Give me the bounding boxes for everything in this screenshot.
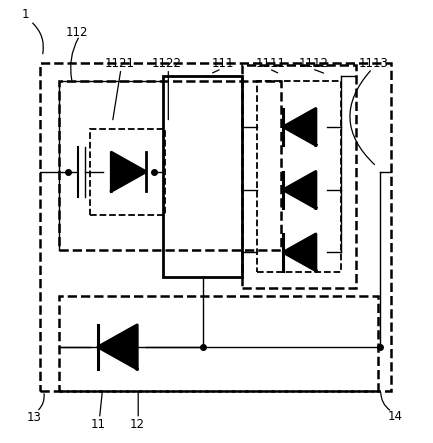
Text: 12: 12 bbox=[129, 418, 145, 431]
Bar bbox=[163, 76, 242, 276]
Text: 1111: 1111 bbox=[255, 58, 285, 70]
Text: 1122: 1122 bbox=[152, 58, 182, 70]
Text: 13: 13 bbox=[26, 411, 41, 424]
Text: 1: 1 bbox=[21, 8, 29, 21]
Bar bbox=[90, 129, 165, 215]
Polygon shape bbox=[98, 325, 137, 369]
Polygon shape bbox=[283, 109, 316, 145]
Text: 1112: 1112 bbox=[298, 58, 328, 70]
Text: 1113: 1113 bbox=[359, 58, 388, 70]
Text: 14: 14 bbox=[388, 410, 403, 423]
Text: 111: 111 bbox=[212, 58, 234, 70]
Text: 112: 112 bbox=[65, 26, 88, 39]
Polygon shape bbox=[283, 234, 316, 271]
Polygon shape bbox=[283, 171, 316, 208]
Text: 1121: 1121 bbox=[105, 58, 135, 70]
Bar bbox=[242, 65, 356, 288]
Bar bbox=[59, 296, 378, 391]
Text: 11: 11 bbox=[90, 418, 106, 431]
Bar bbox=[59, 81, 281, 250]
Bar bbox=[40, 63, 391, 391]
Bar bbox=[257, 81, 341, 272]
Polygon shape bbox=[111, 152, 146, 191]
